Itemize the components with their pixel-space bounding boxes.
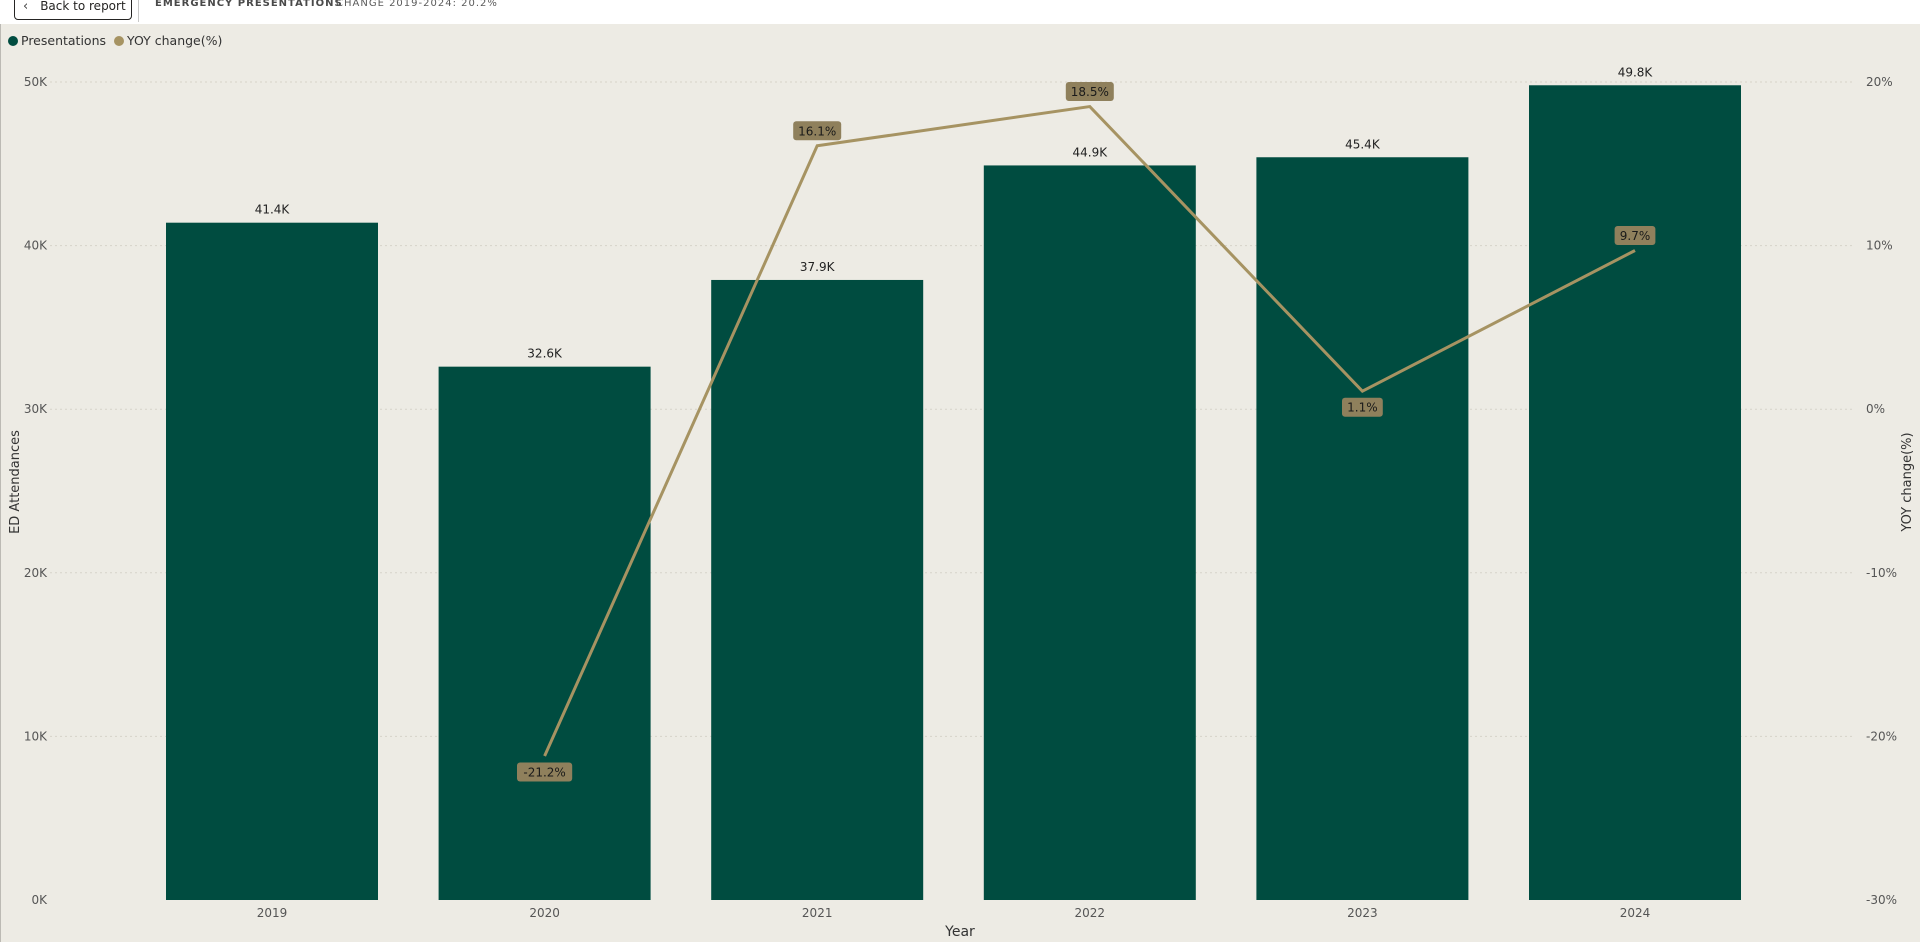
y2-tick-label: 10% [1866,239,1893,253]
header-divider [138,0,139,22]
legend-label-yoy: YOY change(%) [127,33,223,48]
yoy-label-box [517,762,573,782]
legend-swatch-yoy [114,35,125,46]
yoy-data-label: 18.5% [1071,85,1109,99]
bottom-border [0,942,1920,946]
legend-label-presentations: Presentations [21,33,107,48]
legend-item-yoy[interactable]: YOY change(%) [114,33,222,48]
bar-data-label: 32.6K [527,347,563,361]
y2-tick-label: -10% [1866,566,1897,580]
yoy-label-box [1065,82,1114,102]
y2-tick-label: 20% [1866,75,1893,89]
y-tick-label: 50K [24,75,48,89]
bar[interactable] [438,366,651,900]
legend-swatch-presentations [8,35,18,46]
bar[interactable] [1529,85,1741,901]
bar-data-label: 37.9K [800,260,836,274]
bar-data-label: 49.8K [1618,65,1654,79]
x-tick-label: 2022 [1075,906,1106,920]
yoy-data-label: 9.7% [1620,229,1651,243]
y2-tick-label: -20% [1866,729,1897,743]
back-button-label: Back to report [40,0,126,13]
chart-legend: Presentations YOY change(%) [8,33,224,48]
yoy-label-box [1614,226,1656,246]
top-bar: ‹ Back to report EMERGENCY PRESENTATIONS… [0,0,1920,24]
yoy-data-label: -21.2% [523,766,565,780]
page-subtitle: CHANGE 2019-2024: 20.2% [336,0,498,9]
bar-data-label: 45.4K [1345,137,1381,151]
x-tick-label: 2021 [802,906,833,920]
bar[interactable] [983,165,1196,900]
y2-tick-label: 0% [1866,402,1885,416]
y-tick-label: 40K [24,239,48,253]
x-tick-label: 2020 [529,906,560,920]
y2-tick-label: -30% [1866,893,1897,907]
y-tick-label: 30K [24,402,48,416]
y-axis-title: ED Attendances [8,430,23,534]
yoy-line [543,104,1636,757]
chevron-left-icon: ‹ [23,0,29,14]
x-tick-label: 2019 [257,906,288,920]
bar-data-label: 41.4K [255,203,291,217]
y-tick-label: 10K [24,729,48,743]
legend-item-presentations[interactable]: Presentations [8,33,106,48]
bar-data-label: 44.9K [1073,145,1109,159]
x-tick-label: 2023 [1347,906,1378,920]
x-tick-label: 2024 [1620,906,1651,920]
x-axis-title: Year [944,924,975,940]
bar[interactable] [711,279,924,900]
y2-axis-title: YOY change(%) [1900,432,1915,532]
y-tick-label: 20K [24,566,48,580]
yoy-data-label: 16.1% [798,124,836,138]
back-to-report-button[interactable]: ‹ Back to report [14,0,132,20]
yoy-label-box [793,121,842,141]
bar[interactable] [166,222,378,901]
y-tick-label: 0K [31,893,48,907]
yoy-data-label: 1.1% [1347,401,1378,415]
page-title: EMERGENCY PRESENTATIONS [155,0,343,9]
yoy-label-box [1342,397,1383,417]
bar[interactable] [1256,157,1469,901]
